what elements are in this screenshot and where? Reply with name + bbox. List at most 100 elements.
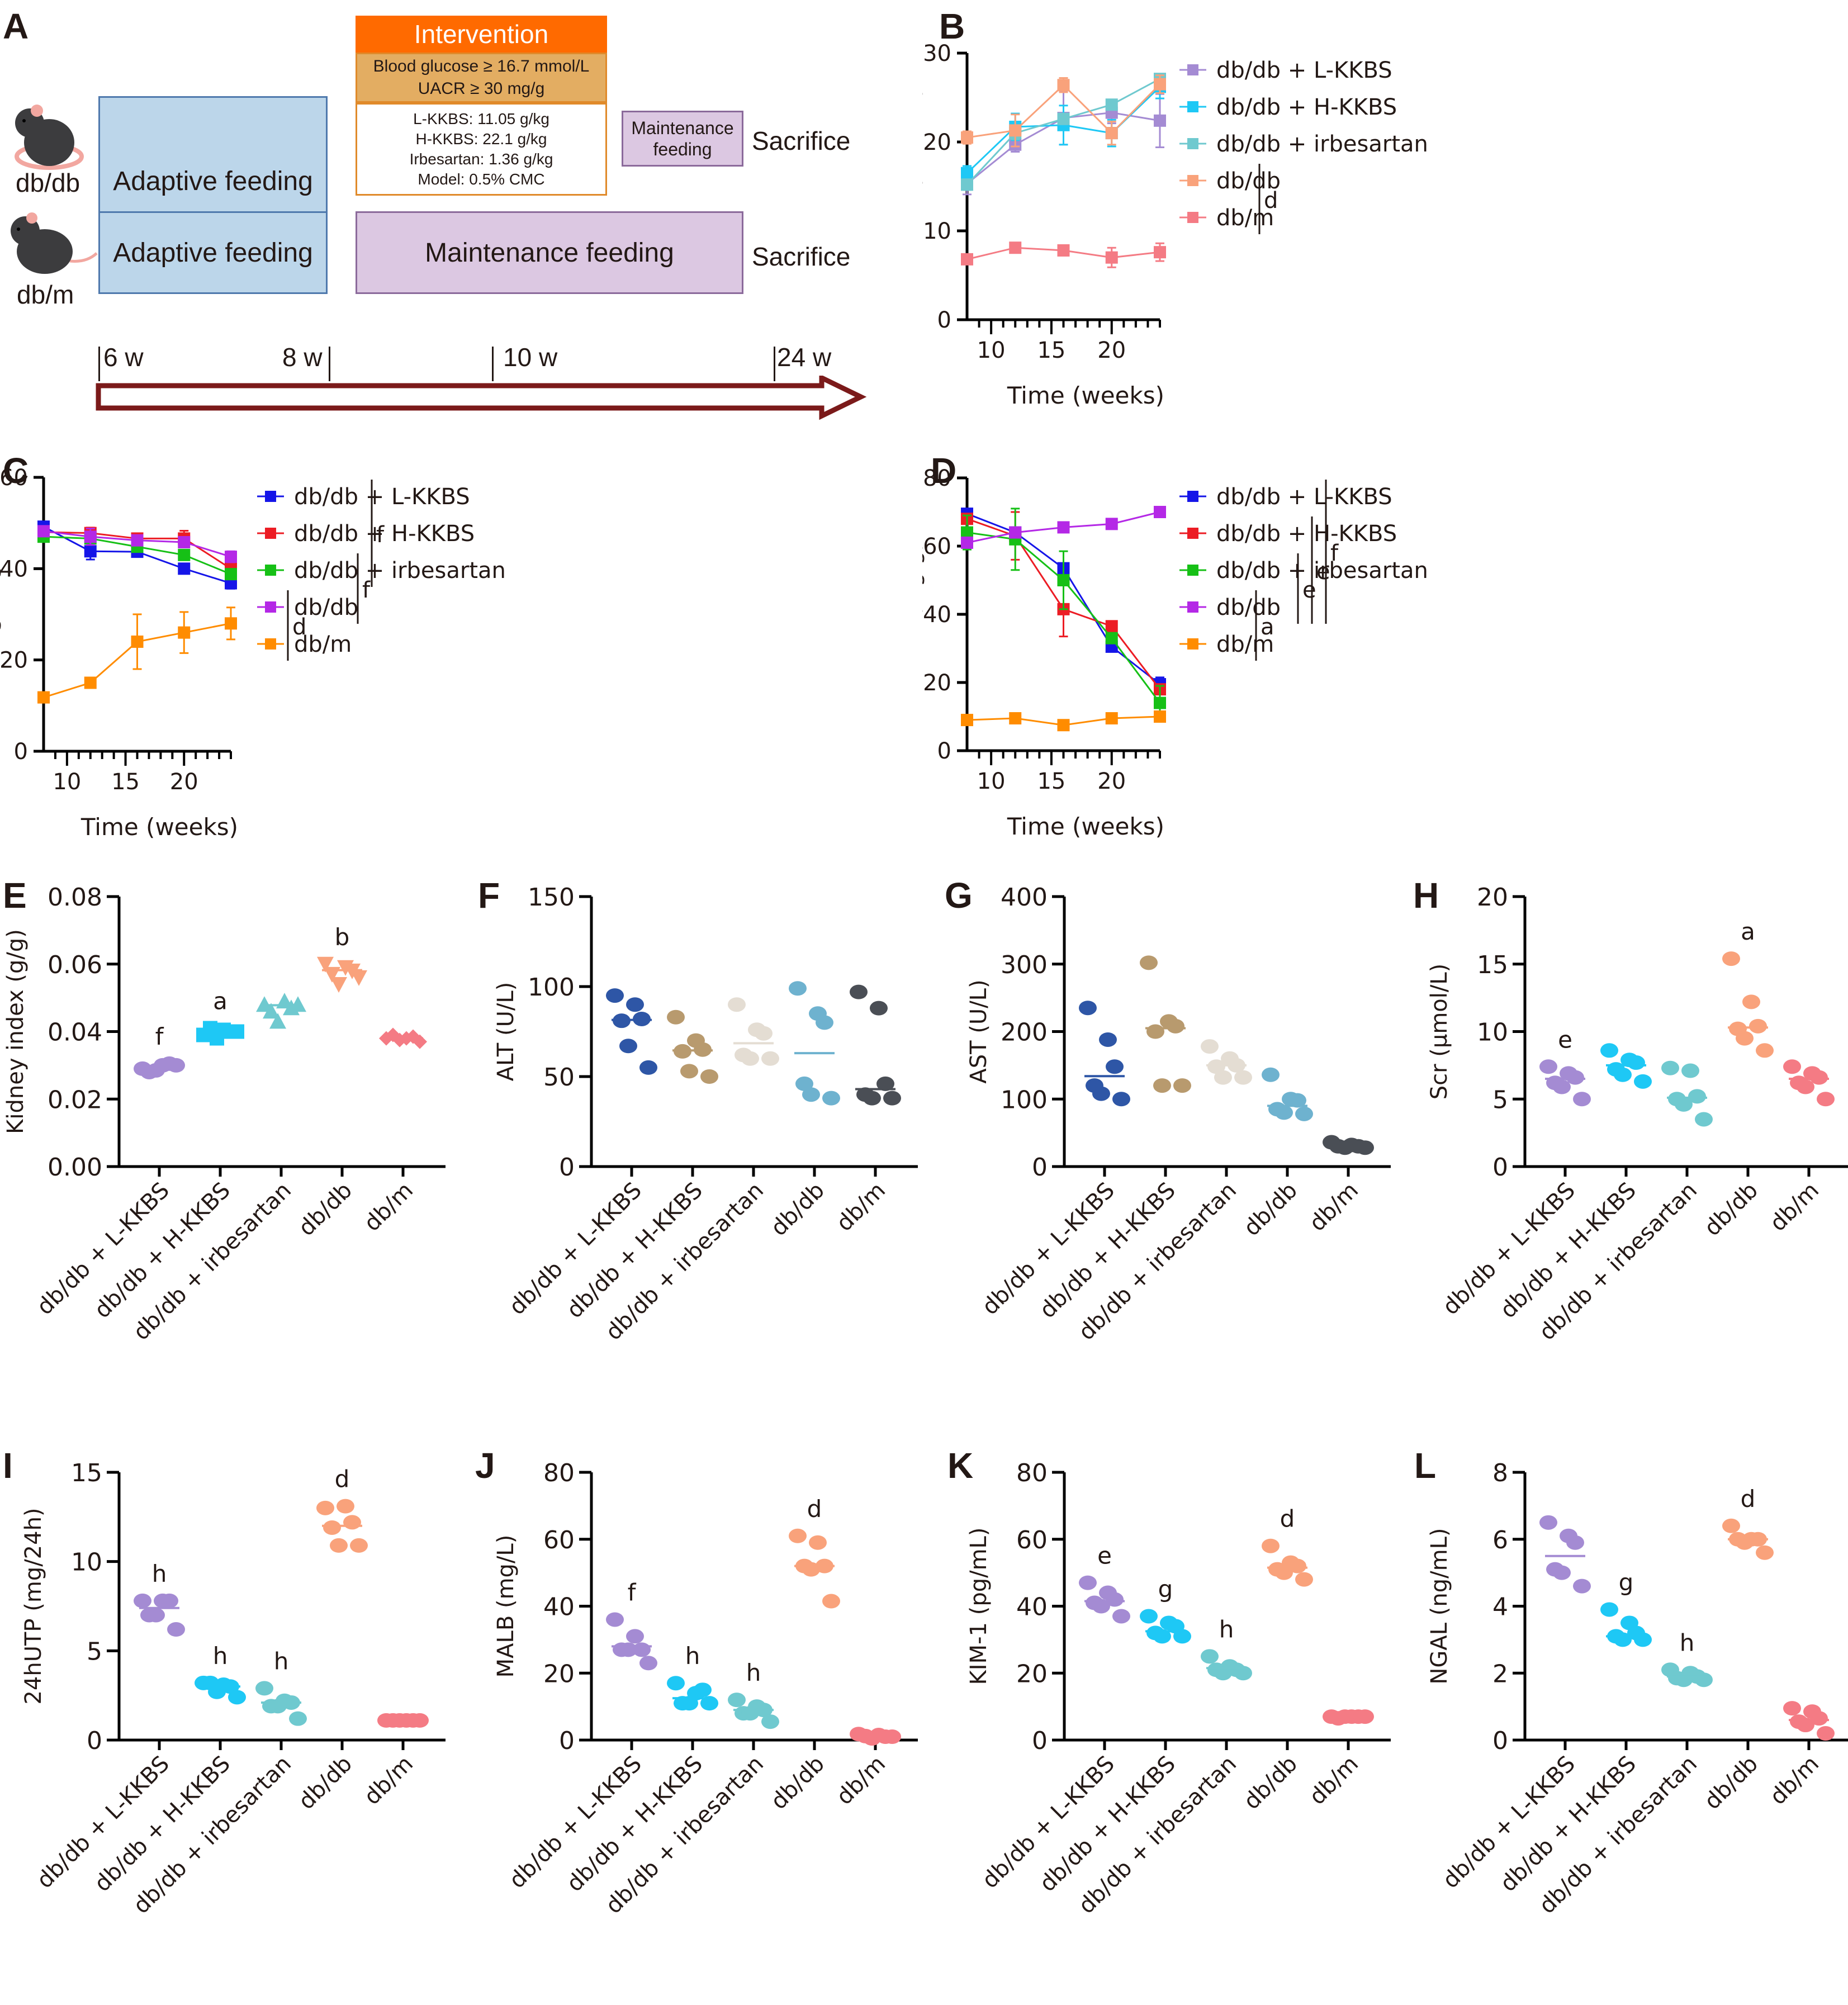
y-tick-label: 5: [87, 1637, 102, 1666]
kidney-index-scatter: 0.00 0.02 0.04 0.06 0.08 Kidney index (g/g) db…: [3, 883, 446, 1345]
data-point: [225, 568, 237, 581]
data-point: [961, 178, 973, 191]
data-point: [961, 167, 973, 179]
panel-label-i: I: [3, 1445, 13, 1486]
y-tick-label: 0: [559, 1153, 575, 1182]
data-point: [1154, 710, 1166, 723]
adaptive-feeding-box: Adaptive feeding: [98, 211, 328, 294]
panel-label-d: D: [931, 451, 957, 491]
y-tick-label: 80: [1016, 1459, 1048, 1487]
data-point: [343, 1515, 361, 1530]
y-tick-label: 0.00: [48, 1153, 102, 1182]
data-point: [1057, 574, 1070, 586]
legend-marker: [265, 491, 276, 502]
y-axis-label: KIM-1 (pg/mL): [966, 1528, 992, 1685]
weight-line-chart: 10 15 20 0 20 40 60 Time (weeks) Weight (g) db/db…: [0, 465, 506, 841]
y-tick-label: 15: [1477, 951, 1508, 979]
legend-marker: [265, 638, 276, 650]
data-point: [1079, 1575, 1097, 1590]
y-tick-label: 30: [923, 41, 951, 67]
y-tick-label: 0: [87, 1727, 102, 1755]
data-point: [178, 548, 191, 561]
legend-label: db/db: [1216, 168, 1281, 194]
data-point: [1675, 1097, 1693, 1112]
x-tick-label: db/m: [359, 1751, 419, 1810]
data-point: [728, 997, 746, 1012]
significance-letter: e: [1097, 1542, 1112, 1570]
data-point: [1105, 98, 1118, 111]
y-axis-label: Weight (g): [0, 556, 2, 673]
data-point: [1105, 518, 1118, 530]
x-tick-label: db/m: [832, 1178, 891, 1237]
data-point: [1573, 1579, 1591, 1594]
data-point: [1153, 1629, 1171, 1644]
y-tick-label: 40: [1016, 1593, 1048, 1622]
data-point: [225, 617, 237, 630]
y-tick-label: 4: [1492, 1593, 1508, 1622]
data-point: [761, 1051, 779, 1066]
y-axis-label: AST (U/L): [966, 979, 992, 1083]
data-point: [1275, 1565, 1293, 1580]
significance-letter: h: [274, 1647, 289, 1675]
y-tick-label: 8: [1492, 1459, 1508, 1487]
data-point: [1234, 1666, 1252, 1681]
data-point: [323, 1520, 341, 1535]
significance-letter: d: [807, 1495, 822, 1523]
y-tick-label: 0: [937, 738, 951, 764]
data-point: [1295, 1572, 1313, 1587]
y-axis-label: NGAL (ng/mL): [1427, 1528, 1452, 1685]
y-axis-label: 24hUTP (mg/24h): [21, 1508, 46, 1704]
data-point: [863, 1731, 881, 1746]
significance-letter: d: [1280, 1505, 1295, 1533]
maintenance-feeding-small-box: Maintenance feeding: [622, 111, 743, 167]
data-point: [1105, 251, 1118, 264]
significance-letter: a: [213, 987, 228, 1015]
data-point: [1295, 1106, 1313, 1121]
x-tick-label: db/m: [1765, 1751, 1825, 1810]
data-point: [1749, 1018, 1767, 1034]
data-point: [680, 1064, 698, 1079]
y-tick-label: 40: [543, 1593, 575, 1622]
legend-label: db/db + L-KKBS: [1216, 484, 1392, 510]
data-point: [816, 1015, 833, 1030]
data-point: [1009, 124, 1022, 137]
panel-label-l: L: [1414, 1445, 1437, 1486]
data-point: [84, 530, 97, 543]
data-point: [225, 551, 237, 563]
data-point: [392, 1032, 407, 1047]
data-point: [741, 1051, 759, 1066]
data-point: [1722, 951, 1740, 966]
data-point: [1817, 1092, 1835, 1107]
db-db-label: db/db: [16, 168, 80, 197]
data-point: [1154, 506, 1166, 518]
y-tick-label: 10: [1477, 1018, 1508, 1047]
data-point: [809, 1535, 827, 1550]
data-point: [1614, 1067, 1632, 1082]
panel-label-b: B: [939, 6, 965, 46]
data-point: [1106, 1059, 1124, 1074]
y-tick-label: 15: [71, 1459, 102, 1487]
data-point: [1288, 1093, 1306, 1108]
x-tick-label: 10: [977, 769, 1006, 794]
y-tick-label: 0.06: [48, 951, 102, 979]
y-axis-label: Scr (μmol/L): [1427, 964, 1452, 1100]
data-point: [255, 1681, 273, 1696]
data-point: [802, 1087, 820, 1102]
legend-label: db/db + H-KKBS: [1216, 521, 1397, 547]
data-point: [1105, 127, 1118, 140]
y-tick-label: 10: [71, 1548, 102, 1577]
data-point: [178, 562, 191, 575]
x-tick-label: db/db: [1699, 1751, 1763, 1815]
panel-label-j: J: [475, 1445, 495, 1486]
data-point: [1661, 1060, 1679, 1075]
data-point: [178, 535, 191, 548]
data-point: [1140, 1609, 1158, 1624]
data-point: [961, 253, 973, 266]
y-tick-label: 300: [1001, 951, 1048, 979]
dose-irbesartan: Irbesartan: 1.36 g/kg: [409, 150, 553, 168]
y-tick-label: 80: [923, 466, 951, 491]
y-tick-label: 0: [14, 739, 28, 765]
data-point: [269, 1699, 287, 1714]
